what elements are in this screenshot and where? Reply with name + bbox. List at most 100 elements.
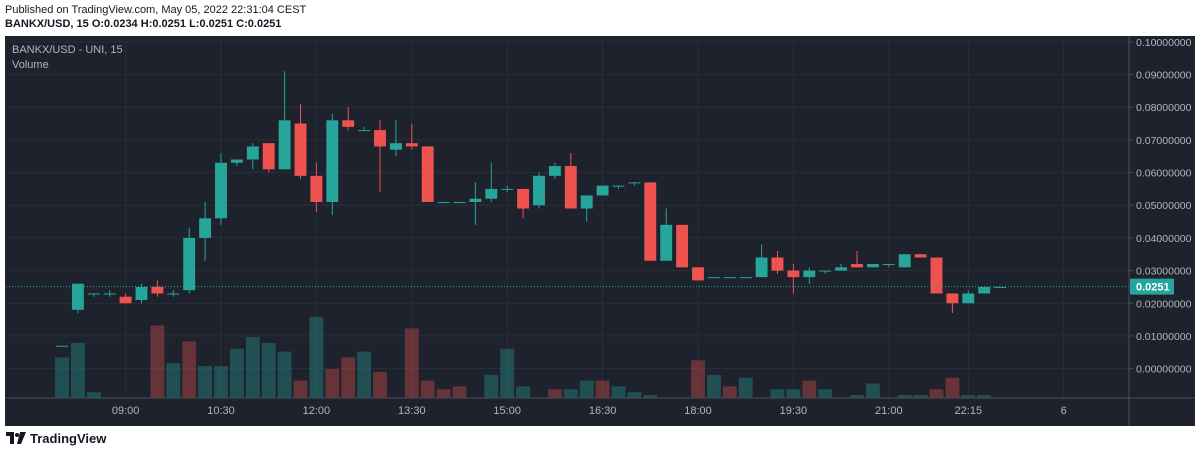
candle-body [548, 166, 561, 176]
candle-body [946, 293, 959, 304]
candle [374, 120, 386, 193]
candle [533, 172, 545, 209]
volume-bar [166, 363, 181, 398]
candle-body [358, 130, 371, 132]
candle [835, 264, 848, 271]
candle-body [755, 257, 768, 278]
volume-bar [70, 342, 85, 398]
candle-body [866, 264, 879, 268]
time-tick-label: 22:15 [955, 405, 983, 417]
legend-symbol: BANKX/USD - UNI, 15 [12, 44, 123, 56]
volume-bar [245, 337, 260, 398]
volume-bar [850, 395, 864, 398]
candle [660, 208, 673, 261]
volume-bar [977, 395, 992, 398]
candle-body [851, 264, 863, 268]
candle [262, 143, 275, 173]
published-line: Published on TradingView.com, May 05, 20… [5, 4, 307, 16]
volume-bar [770, 389, 785, 398]
volume-bar [691, 360, 705, 398]
price-tick-label: 0.09000000 [1136, 70, 1192, 82]
candle [71, 283, 84, 314]
candle-body [771, 257, 784, 271]
time-tick-label: 18:00 [684, 405, 712, 417]
price-tick-label: 0.02000000 [1136, 298, 1192, 310]
candle-body [962, 293, 975, 304]
candle [866, 264, 879, 268]
candle-body [994, 286, 1007, 288]
candle [199, 201, 212, 261]
candle [628, 182, 641, 186]
volume-bar [309, 316, 324, 398]
candle-body [914, 254, 927, 258]
ohlc-low: L:0.0251 [189, 18, 234, 30]
price-axis[interactable]: 0.10000000 0.09000000 0.08000000 0.07000000… [1129, 37, 1192, 376]
candle-body [835, 267, 848, 271]
candle-body [978, 286, 991, 294]
price-tick-label: 0.04000000 [1136, 233, 1192, 245]
candle [596, 185, 609, 196]
ohlc-close: C:0.0251 [236, 18, 282, 30]
candle [898, 254, 911, 268]
volume-bars [55, 316, 992, 398]
candle-body [580, 195, 593, 209]
volume-bar [579, 380, 594, 398]
candle-body [151, 286, 164, 294]
candle-body [103, 293, 116, 295]
candle-body [485, 188, 498, 199]
candle-body [135, 286, 148, 300]
price-tick-label: 0.03000000 [1136, 266, 1192, 278]
candle-body [326, 120, 339, 202]
time-tick-label: 12:00 [303, 405, 331, 417]
volume-bar [325, 369, 340, 398]
candle-body [819, 270, 832, 272]
price-tick-label: 0.08000000 [1136, 102, 1192, 114]
volume-bar [404, 328, 419, 398]
chart-container[interactable]: 0.10000000 0.09000000 0.08000000 0.07000000… [5, 36, 1195, 426]
candle-body [389, 143, 402, 150]
volume-bar [611, 386, 626, 398]
candle-body [374, 130, 386, 147]
volume-bar [452, 386, 467, 398]
candle-body [644, 182, 657, 261]
volume-bar [516, 386, 531, 398]
volume-bar [55, 357, 69, 398]
candle-body [723, 277, 736, 279]
ohlc-symbol: BANKX/USD, 15 [5, 18, 89, 30]
candle-body [739, 277, 752, 279]
candle [437, 201, 450, 203]
candle [469, 182, 482, 225]
candle [612, 185, 625, 189]
volume-bar [373, 371, 387, 398]
candle-body [803, 270, 816, 278]
publish-header: Published on TradingView.com, May 05, 20… [5, 3, 306, 31]
candle-body [421, 146, 434, 202]
price-tick-label: 0.10000000 [1136, 37, 1192, 49]
price-tick-label: 0.05000000 [1136, 200, 1192, 212]
candle [56, 345, 68, 347]
candle [882, 264, 895, 268]
volume-bar [547, 389, 562, 398]
candle-body [517, 188, 530, 209]
candle [215, 152, 227, 225]
ohlc-high: H:0.0251 [140, 18, 187, 30]
brand-name: TradingView [30, 430, 107, 446]
time-tick-label: 13:30 [398, 405, 426, 417]
candle-body [246, 146, 259, 160]
candle [294, 103, 307, 180]
candle [119, 293, 132, 304]
time-tick-label: 19:30 [780, 405, 808, 417]
candlestick-chart[interactable]: 0.10000000 0.09000000 0.08000000 0.07000000… [5, 36, 1195, 426]
volume-bar [341, 357, 356, 398]
footer-logo[interactable]: TradingView [6, 428, 106, 448]
candle-body [230, 159, 243, 163]
time-tick-label: 6 [1061, 405, 1067, 417]
candle [739, 277, 752, 279]
candle [707, 277, 720, 279]
time-axis[interactable]: 09:00 10:30 12:00 13:30 15:00 16:30 18:00 19:30… [112, 405, 1067, 417]
candle-body [262, 143, 275, 170]
time-tick-label: 10:30 [207, 405, 235, 417]
candle [676, 224, 689, 268]
candle [246, 143, 259, 170]
volume-bar [277, 351, 292, 398]
